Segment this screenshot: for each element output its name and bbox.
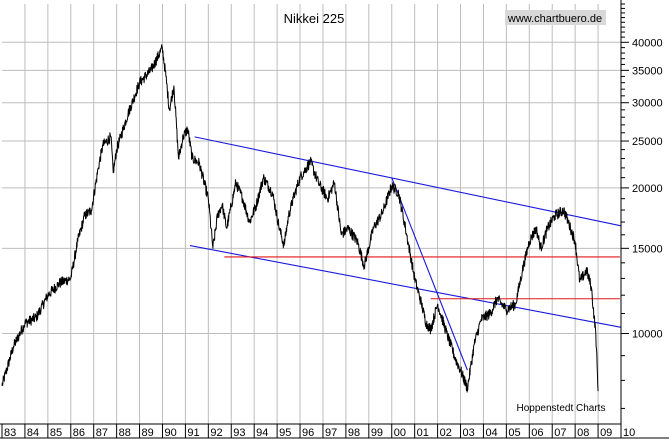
x-tick-label: 87 <box>96 427 108 439</box>
x-tick-label: 88 <box>119 427 131 439</box>
nikkei-price-line <box>1 44 599 393</box>
watermark-box <box>505 10 606 25</box>
x-tick-label: 99 <box>371 427 383 439</box>
x-tick-label: 91 <box>187 427 199 439</box>
y-tick-label: 20000 <box>632 183 663 195</box>
x-tick-label: 96 <box>302 427 314 439</box>
source-label: Hoppenstedt Charts <box>517 403 606 414</box>
x-tick-label: 90 <box>164 427 176 439</box>
x-tick-label: 86 <box>73 427 85 439</box>
x-tick-label: 93 <box>233 427 245 439</box>
x-tick-label: 97 <box>325 427 337 439</box>
x-tick-label: 05 <box>508 427 520 439</box>
channel-lower-line <box>189 245 622 328</box>
chart-title: Nikkei 225 <box>284 11 345 26</box>
x-tick-label: 89 <box>142 427 154 439</box>
y-tick-label: 15000 <box>632 243 663 255</box>
x-tick-label: 06 <box>531 427 543 439</box>
y-axis-ticks: 10000 15000 20000 25000 30000 35000 40000 <box>621 3 663 409</box>
x-tick-label: 85 <box>50 427 62 439</box>
x-tick-label: 98 <box>348 427 360 439</box>
x-axis-ticks: 83 84 85 86 87 88 89 90 91 92 93 94 95 96 97 98 99 00 01 02… <box>1 424 635 439</box>
price-series <box>1 44 599 393</box>
y-tick-label: 40000 <box>632 37 663 49</box>
y-tick-label: 35000 <box>632 65 663 77</box>
channel-upper-line <box>194 136 622 227</box>
x-tick-label: 03 <box>463 427 475 439</box>
trend-lines <box>189 136 622 371</box>
x-tick-label: 10 <box>623 427 635 439</box>
x-tick-label: 01 <box>417 427 429 439</box>
x-tick-label: 08 <box>577 427 589 439</box>
y-tick-label: 30000 <box>632 98 663 110</box>
x-tick-label: 84 <box>27 427 39 439</box>
decline-trendline <box>391 177 468 371</box>
x-tick-label: 94 <box>256 427 268 439</box>
y-tick-label: 10000 <box>632 329 663 341</box>
grid-lines <box>2 4 622 424</box>
x-tick-label: 92 <box>210 427 222 439</box>
x-tick-label: 95 <box>279 427 291 439</box>
x-tick-label: 09 <box>600 427 612 439</box>
watermark-text: www.chartbuero.de <box>507 13 602 25</box>
y-tick-label: 25000 <box>632 136 663 148</box>
x-tick-label: 07 <box>554 427 566 439</box>
x-tick-label: 83 <box>4 427 16 439</box>
x-tick-label: 04 <box>485 427 497 439</box>
x-tick-label: 00 <box>394 427 406 439</box>
x-tick-label: 02 <box>440 427 452 439</box>
